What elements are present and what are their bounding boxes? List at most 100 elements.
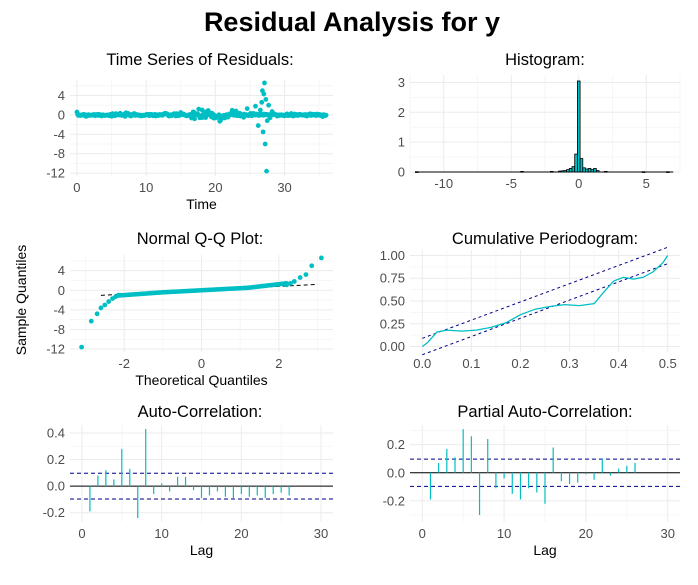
y-tick-label: -12 bbox=[46, 342, 65, 357]
panel-title: Histogram: bbox=[505, 51, 585, 69]
qq-point bbox=[115, 292, 121, 298]
residual-point bbox=[208, 110, 213, 116]
y-tick-label: -0.2 bbox=[43, 505, 65, 520]
y-tick-label: 0.0 bbox=[47, 479, 65, 494]
histogram-bar bbox=[666, 171, 670, 173]
x-tick-label: 0.3 bbox=[561, 356, 579, 371]
ci-upper-line bbox=[422, 246, 668, 339]
residual-point bbox=[203, 109, 209, 115]
x-tick-label: 30 bbox=[277, 180, 291, 195]
residual-point bbox=[244, 106, 250, 112]
x-tick-label: -5 bbox=[505, 176, 517, 191]
residual-point bbox=[262, 141, 268, 147]
qq-point bbox=[79, 344, 85, 350]
residual-point bbox=[269, 109, 275, 114]
x-tick-label: 0 bbox=[575, 176, 582, 191]
histogram-bar bbox=[571, 166, 576, 173]
histogram-bar bbox=[595, 170, 600, 173]
histogram-bar bbox=[520, 171, 524, 173]
residual-point bbox=[241, 114, 247, 120]
residual-point bbox=[262, 80, 267, 86]
qq-point bbox=[318, 255, 324, 261]
panel-qq: -2 0 2 4 0 -4 -8 -12 Normal Q-Q Plot: Theoretical… bbox=[46, 230, 333, 388]
x-tick-label: 0.1 bbox=[462, 356, 480, 371]
y-tick-label: 1.00 bbox=[380, 248, 405, 263]
x-tick-label: 20 bbox=[234, 526, 248, 541]
y-axis-label: Sample Quantiles bbox=[13, 245, 29, 356]
histogram-bar bbox=[568, 168, 573, 173]
y-tick-label: 0 bbox=[58, 107, 65, 122]
residual-point bbox=[260, 129, 266, 135]
y-tick-label: 0.2 bbox=[387, 437, 405, 452]
histogram-bar bbox=[563, 170, 568, 173]
x-tick-label: 10 bbox=[139, 180, 153, 195]
x-tick-label: 30 bbox=[660, 526, 674, 541]
x-tick-label: -10 bbox=[434, 176, 453, 191]
x-axis-label: Time bbox=[186, 196, 217, 212]
y-tick-label: 0.75 bbox=[380, 271, 405, 286]
residual-point bbox=[261, 91, 267, 97]
y-tick-label: 0.00 bbox=[380, 339, 405, 354]
histogram-bar bbox=[558, 170, 562, 173]
x-axis-label: Theoretical Quantiles bbox=[135, 372, 267, 388]
y-tick-label: -4 bbox=[53, 302, 65, 317]
y-tick-label: 0.25 bbox=[380, 316, 405, 331]
panel-title: Cumulative Periodogram: bbox=[452, 230, 638, 248]
residual-point bbox=[192, 116, 197, 122]
qq-point bbox=[303, 272, 309, 277]
residual-point bbox=[264, 168, 269, 174]
x-axis-label: Lag bbox=[190, 542, 213, 558]
histogram-bar bbox=[587, 168, 592, 173]
y-tick-label: -12 bbox=[46, 166, 65, 181]
histogram-bar bbox=[590, 169, 595, 173]
panel-title: Normal Q-Q Plot: bbox=[137, 230, 264, 248]
y-tick-label: 0 bbox=[58, 283, 65, 298]
histogram-bar bbox=[641, 171, 646, 173]
residual-point bbox=[229, 107, 235, 113]
residual-point bbox=[259, 99, 265, 105]
x-axis-label: Lag bbox=[533, 542, 556, 558]
figure-title: Residual Analysis for y bbox=[204, 7, 500, 37]
residual-point bbox=[323, 112, 329, 118]
y-tick-label: 4 bbox=[58, 263, 65, 278]
residual-point bbox=[257, 107, 263, 113]
qq-point bbox=[88, 318, 94, 324]
qq-point bbox=[297, 275, 303, 280]
y-tick-label: 1 bbox=[398, 135, 405, 150]
residual-point bbox=[212, 115, 218, 121]
panel-acf: 0 10 20 30 0.4 0.2 0.0 -0.2 Auto-Correlation: Lag bbox=[43, 403, 333, 558]
x-tick-label: 0.5 bbox=[659, 356, 677, 371]
x-tick-label: -2 bbox=[118, 356, 130, 371]
y-tick-label: -0.2 bbox=[383, 493, 405, 508]
y-tick-label: 3 bbox=[398, 75, 405, 90]
histogram-bar bbox=[414, 171, 419, 173]
histogram-bar bbox=[585, 168, 589, 173]
y-tick-label: 0 bbox=[398, 165, 405, 180]
residual-point bbox=[253, 103, 258, 109]
residual-point bbox=[266, 102, 272, 108]
histogram-bar bbox=[550, 171, 554, 173]
x-tick-label: 0 bbox=[78, 526, 85, 541]
histogram-bar bbox=[574, 153, 578, 173]
y-tick-label: 2 bbox=[398, 105, 405, 120]
qq-point bbox=[98, 305, 104, 311]
qq-point bbox=[309, 263, 315, 269]
x-tick-label: 5 bbox=[643, 176, 650, 191]
y-tick-label: 0.4 bbox=[47, 425, 65, 440]
qq-point bbox=[291, 279, 297, 284]
panel-cpgram: 0.0 0.1 0.2 0.3 0.4 0.5 0.00 0.25 0.50 0.75 1.00 Cu… bbox=[380, 230, 680, 371]
x-tick-label: 2 bbox=[275, 356, 282, 371]
y-tick-label: 0.2 bbox=[47, 452, 65, 467]
histogram-bar bbox=[560, 170, 565, 173]
histogram-bar bbox=[604, 171, 608, 173]
histogram-bar bbox=[566, 169, 570, 173]
qq-point bbox=[94, 311, 100, 317]
x-tick-label: 0 bbox=[198, 356, 205, 371]
panel-pacf: 0 10 20 30 0.2 0.0 -0.2 Partial Auto-Correlatio… bbox=[383, 403, 680, 558]
histogram-bar bbox=[582, 167, 586, 173]
panel-title: Partial Auto-Correlation: bbox=[457, 403, 632, 421]
qq-point bbox=[106, 299, 112, 304]
y-tick-label: 0.0 bbox=[387, 465, 405, 480]
x-tick-label: 30 bbox=[314, 526, 328, 541]
